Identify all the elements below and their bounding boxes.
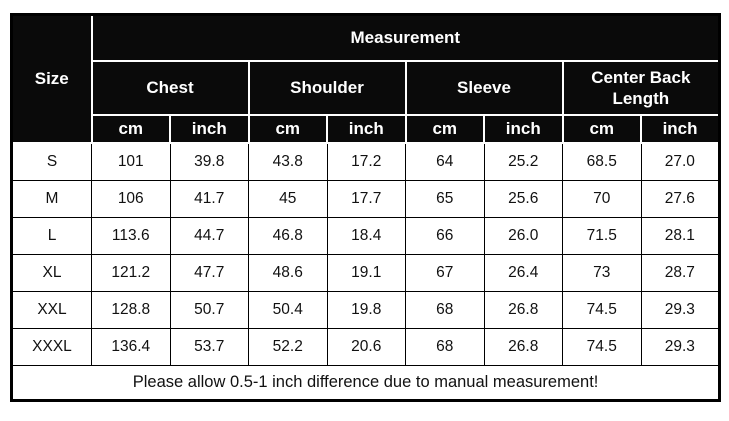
value-cell: 121.2 (91, 254, 171, 292)
group-header-shoulder: Shoulder (247, 60, 407, 116)
value-cell: 17.7 (326, 180, 406, 218)
size-cell: XXL (11, 291, 92, 329)
value-cell: 25.6 (483, 180, 563, 218)
value-cell: 19.8 (326, 291, 406, 329)
value-cell: 52.2 (248, 328, 328, 366)
unit-header-chest-cm: cm (90, 114, 171, 144)
value-cell: 27.0 (640, 142, 721, 181)
size-cell: XXXL (11, 328, 92, 366)
value-cell: 26.0 (483, 217, 563, 255)
value-cell: 47.7 (169, 254, 249, 292)
group-header-center-back-length: Center Back Length (561, 60, 721, 116)
value-cell: 26.8 (483, 291, 563, 329)
footer-row: Please allow 0.5-1 inch difference due t… (10, 365, 721, 401)
measurement-disclaimer: Please allow 0.5-1 inch difference due t… (10, 365, 721, 401)
value-cell: 27.6 (640, 180, 721, 218)
value-cell: 26.8 (483, 328, 563, 366)
value-cell: 29.3 (640, 291, 721, 329)
value-cell: 67 (405, 254, 485, 292)
unit-header-cbl-cm: cm (561, 114, 642, 144)
value-cell: 66 (405, 217, 485, 255)
value-cell: 43.8 (248, 142, 328, 181)
table-row: S 101 39.8 43.8 17.2 64 25.2 68.5 27.0 (11, 142, 721, 181)
value-cell: 68.5 (562, 142, 642, 181)
value-cell: 70 (562, 180, 642, 218)
value-cell: 101 (91, 142, 171, 181)
table-row: XXL 128.8 50.7 50.4 19.8 68 26.8 74.5 29… (11, 291, 721, 329)
value-cell: 64 (405, 142, 485, 181)
header-row-groups: Chest Shoulder Sleeve Center Back Length (12, 60, 721, 116)
value-cell: 28.7 (640, 254, 721, 292)
group-header-chest: Chest (90, 60, 250, 116)
value-cell: 48.6 (248, 254, 328, 292)
table-row: XL 121.2 47.7 48.6 19.1 67 26.4 73 28.7 (11, 254, 721, 292)
value-cell: 26.4 (483, 254, 563, 292)
value-cell: 20.6 (326, 328, 406, 366)
value-cell: 71.5 (562, 217, 642, 255)
size-cell: S (11, 142, 92, 181)
value-cell: 39.8 (169, 142, 249, 181)
value-cell: 25.2 (483, 142, 563, 181)
value-cell: 128.8 (91, 291, 171, 329)
unit-header-sleeve-cm: cm (404, 114, 485, 144)
value-cell: 29.3 (640, 328, 721, 366)
value-cell: 50.4 (248, 291, 328, 329)
value-cell: 65 (405, 180, 485, 218)
value-cell: 68 (405, 291, 485, 329)
size-cell: M (11, 180, 92, 218)
table-row: M 106 41.7 45 17.7 65 25.6 70 27.6 (11, 180, 721, 218)
table-row: L 113.6 44.7 46.8 18.4 66 26.0 71.5 28.1 (11, 217, 721, 255)
header-row-units: cm inch cm inch cm inch cm inch (12, 114, 721, 144)
value-cell: 19.1 (326, 254, 406, 292)
size-cell: L (11, 217, 92, 255)
value-cell: 45 (248, 180, 328, 218)
value-cell: 74.5 (562, 328, 642, 366)
value-cell: 136.4 (91, 328, 171, 366)
value-cell: 74.5 (562, 291, 642, 329)
group-header-sleeve: Sleeve (404, 60, 564, 116)
measurement-header: Measurement (90, 13, 721, 62)
value-cell: 53.7 (169, 328, 249, 366)
unit-header-shoulder-cm: cm (247, 114, 328, 144)
value-cell: 68 (405, 328, 485, 366)
size-corner-header: Size (10, 13, 93, 144)
value-cell: 28.1 (640, 217, 721, 255)
unit-header-chest-inch: inch (169, 114, 250, 144)
value-cell: 113.6 (91, 217, 171, 255)
value-cell: 50.7 (169, 291, 249, 329)
unit-header-sleeve-inch: inch (483, 114, 564, 144)
value-cell: 44.7 (169, 217, 249, 255)
value-cell: 41.7 (169, 180, 249, 218)
unit-header-shoulder-inch: inch (326, 114, 407, 144)
unit-header-cbl-inch: inch (640, 114, 721, 144)
size-chart-table: Size Measurement Chest Shoulder Sleeve C… (10, 13, 722, 402)
value-cell: 18.4 (326, 217, 406, 255)
value-cell: 106 (91, 180, 171, 218)
header-row-measurement: Size Measurement (10, 13, 721, 144)
table-row: XXXL 136.4 53.7 52.2 20.6 68 26.8 74.5 2… (11, 328, 721, 366)
size-cell: XL (11, 254, 92, 292)
value-cell: 73 (562, 254, 642, 292)
value-cell: 46.8 (248, 217, 328, 255)
value-cell: 17.2 (326, 142, 406, 181)
